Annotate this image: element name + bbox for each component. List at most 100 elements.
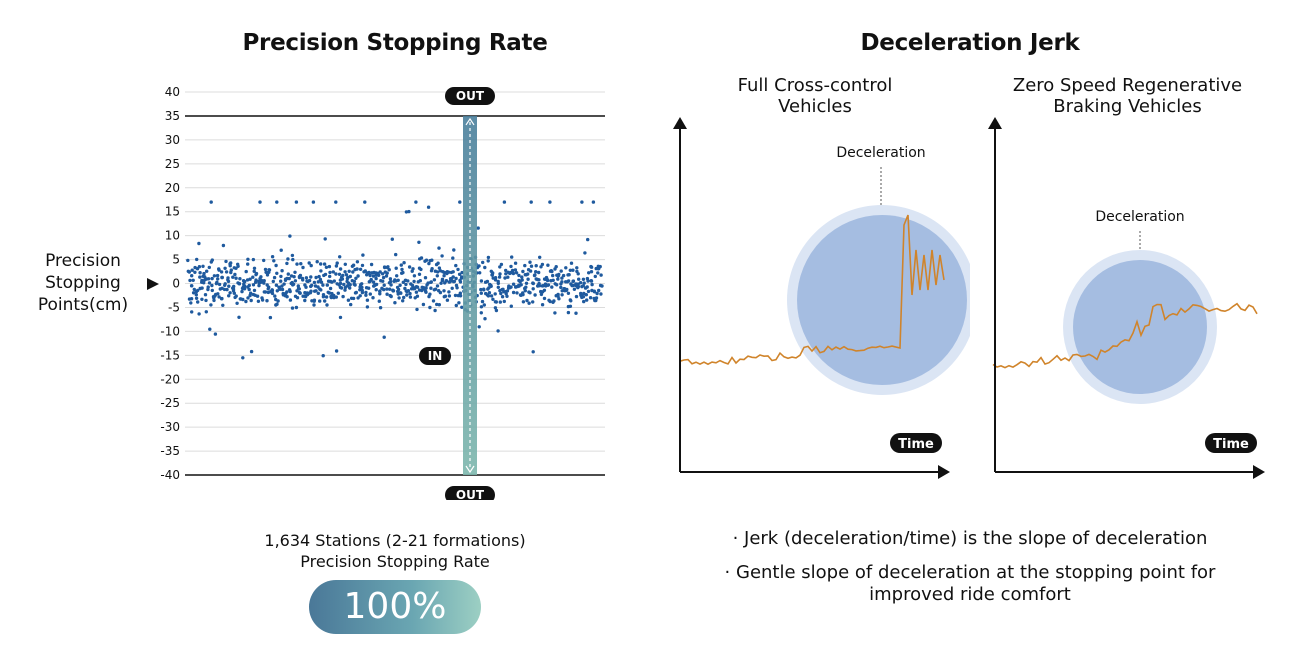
scatter-point xyxy=(595,291,599,296)
scatter-point xyxy=(234,276,238,280)
scatter-point xyxy=(525,298,529,303)
scatter-point xyxy=(331,270,335,274)
scatter-point xyxy=(327,264,332,269)
scatter-point xyxy=(317,274,321,279)
scatter-point xyxy=(358,267,363,271)
scatter-point xyxy=(194,296,199,300)
scatter-point xyxy=(559,285,563,290)
scatter-point xyxy=(275,289,279,293)
scatter-point xyxy=(574,311,578,315)
scatter-point xyxy=(210,288,214,293)
scatter-point xyxy=(343,270,347,274)
scatter-point xyxy=(249,298,253,303)
scatter-point xyxy=(411,267,415,271)
scatter-point xyxy=(318,299,322,303)
scatter-point xyxy=(542,296,547,301)
scatter-chart-title: Precision Stopping Rate xyxy=(242,30,548,56)
deceleration-circle xyxy=(1073,260,1207,394)
y-tick-label: -25 xyxy=(160,396,180,410)
scatter-point xyxy=(506,275,510,279)
scatter-point xyxy=(423,276,428,280)
y-tick-label: 30 xyxy=(165,133,180,147)
scatter-point xyxy=(431,299,436,303)
scatter-point xyxy=(356,296,360,300)
scatter-point xyxy=(244,299,248,304)
scatter-point xyxy=(505,289,510,293)
scatter-point xyxy=(458,200,462,204)
scatter-point xyxy=(206,287,210,292)
scatter-point xyxy=(401,299,405,303)
scatter-point xyxy=(216,277,220,281)
precision-scatter-chart: 40 35 30 25 20 15 10 5 0 -5 -10 -15 -20 -25 -30 -35 -40 O… xyxy=(160,85,605,500)
scatter-point xyxy=(291,257,295,262)
regen-braking-chart: Deceleration Time xyxy=(988,117,1265,479)
scatter-point xyxy=(332,279,336,283)
scatter-point xyxy=(378,306,383,310)
scatter-point xyxy=(309,263,313,268)
scatter-point xyxy=(236,264,240,268)
scatter-point xyxy=(537,284,542,288)
scatter-point xyxy=(402,295,406,300)
scatter-point xyxy=(502,200,507,204)
scatter-point xyxy=(197,312,201,316)
scatter-point xyxy=(341,273,345,278)
scatter-point xyxy=(498,300,502,304)
scatter-point xyxy=(479,279,484,283)
scatter-point xyxy=(238,277,242,281)
scatter-point xyxy=(391,289,396,293)
scatter-point xyxy=(227,294,231,298)
scatter-point xyxy=(486,294,491,298)
scatter-point xyxy=(581,277,586,281)
scatter-point xyxy=(515,291,519,295)
scatter-point xyxy=(254,278,258,282)
scatter-point xyxy=(321,283,325,287)
scatter-point xyxy=(292,275,296,279)
scatter-point xyxy=(555,283,559,287)
scatter-point xyxy=(260,298,265,302)
scatter-point xyxy=(197,265,202,269)
scatter-point xyxy=(406,289,411,293)
scatter-point xyxy=(454,303,458,308)
scatter-point xyxy=(249,291,253,295)
scatter-point xyxy=(360,285,364,290)
scatter-point xyxy=(476,226,480,230)
scatter-point xyxy=(557,297,561,301)
scatter-point xyxy=(348,286,352,290)
scatter-point xyxy=(586,289,591,294)
scatter-point xyxy=(319,269,323,273)
scatter-point xyxy=(202,281,206,285)
zero-pointer-icon xyxy=(147,278,159,290)
scatter-point xyxy=(524,281,529,285)
scatter-point xyxy=(242,284,247,288)
scatter-point xyxy=(188,278,192,283)
scatter-point xyxy=(551,278,555,282)
scatter-point xyxy=(323,299,327,303)
scatter-point xyxy=(360,263,365,268)
scatter-point xyxy=(208,327,212,331)
scatter-point xyxy=(355,260,360,264)
scatter-point xyxy=(437,266,442,270)
scatter-point xyxy=(309,289,313,293)
scatter-point xyxy=(520,278,524,282)
scatter-point xyxy=(191,278,195,282)
scatter-point xyxy=(319,262,323,266)
out-bottom-badge: OUT xyxy=(456,488,485,500)
scatter-point xyxy=(344,273,349,277)
scatter-point xyxy=(477,325,481,329)
scatter-point xyxy=(371,296,375,300)
scatter-point xyxy=(334,349,339,353)
scatter-point xyxy=(598,264,602,269)
scatter-point xyxy=(456,267,460,272)
scatter-point xyxy=(274,283,279,287)
scatter-point xyxy=(478,271,482,275)
scatter-point xyxy=(246,262,250,266)
scatter-point xyxy=(279,248,283,252)
scatter-point xyxy=(228,291,232,295)
scatter-point xyxy=(399,291,403,295)
scatter-point xyxy=(316,280,320,284)
scatter-point xyxy=(435,274,439,278)
scatter-point xyxy=(226,279,231,284)
stations-count-line: 1,634 Stations (2-21 formations) xyxy=(264,531,526,550)
scatter-point xyxy=(294,305,299,310)
scatter-point xyxy=(187,270,191,274)
